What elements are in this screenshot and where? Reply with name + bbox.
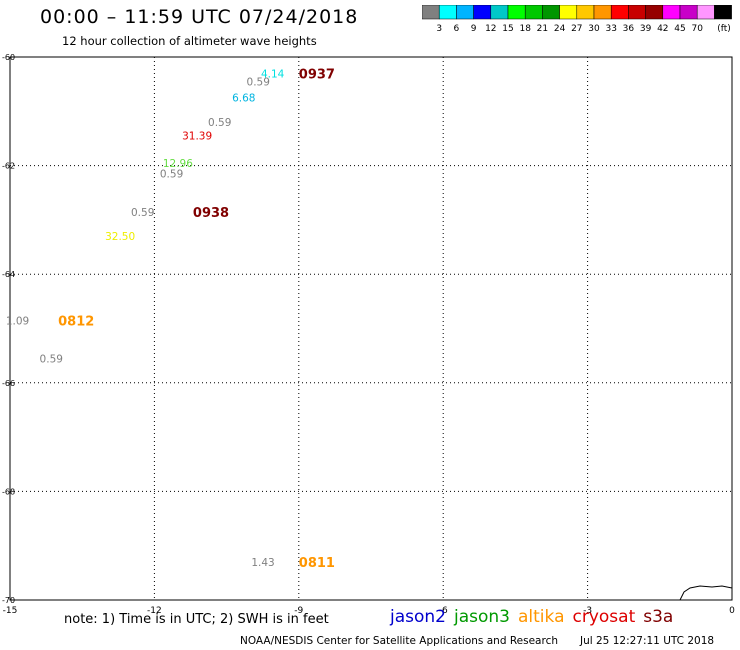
- longitude-tick-label: -15: [3, 606, 18, 616]
- swh-value-label: 32.50: [105, 231, 135, 243]
- colorbar-tick: 39: [640, 24, 652, 34]
- swh-value-label: 0.59: [247, 76, 270, 88]
- legend-jason2: jason2: [390, 607, 446, 627]
- legend-cryosat: cryosat: [572, 607, 636, 627]
- colorbar-cell: [714, 5, 732, 20]
- colorbar-unit: (ft): [717, 24, 731, 34]
- latitude-tick-label: -66: [2, 379, 15, 388]
- latitude-tick-label: -64: [2, 270, 15, 279]
- colorbar-tick: 33: [605, 24, 616, 34]
- swh-value-label: 0.59: [208, 117, 231, 129]
- longitude-tick-label: -6: [439, 606, 448, 616]
- colorbar-tick: 15: [502, 24, 513, 34]
- swh-colorbar: 3 6 9 12 15 18 21 24 27 30 33 36 39 42 45 70 (ft): [422, 5, 732, 34]
- coastline: [679, 585, 733, 601]
- satellite-legend: jason2 jason3 altika cryosat s3a: [390, 607, 681, 627]
- pass-time-label: 0938: [193, 206, 229, 221]
- colorbar-tick: 45: [674, 24, 685, 34]
- footer-note: note: 1) Time is in UTC; 2) SWH is in fe…: [64, 612, 329, 627]
- latitude-tick-label: -70: [2, 596, 15, 605]
- swh-value-label: 4.14: [261, 68, 285, 80]
- pass-time-label: 0812: [58, 314, 94, 329]
- colorbar-tick: 70: [691, 24, 703, 34]
- latitude-tick-label: -68: [2, 487, 15, 496]
- longitude-tick-label: -9: [294, 606, 303, 616]
- pass-time-label: 0811: [299, 556, 335, 571]
- map-subtitle: 12 hour collection of altimeter wave hei…: [62, 34, 317, 48]
- legend-jason3: jason3: [454, 607, 510, 627]
- legend-altika: altika: [518, 607, 565, 627]
- colorbar-tick: 30: [588, 24, 600, 34]
- colorbar-tick: 6: [454, 24, 460, 34]
- colorbar-tick: 12: [485, 24, 496, 34]
- swh-value-label: 6.68: [232, 93, 255, 105]
- map-frame: [9, 56, 733, 601]
- longitude-tick-label: -3: [583, 606, 592, 616]
- generated-timestamp: Jul 25 12:27:11 UTC 2018: [580, 635, 715, 647]
- colorbar-tick: 9: [471, 24, 477, 34]
- credit-text: NOAA/NESDIS Center for Satellite Applica…: [240, 635, 558, 647]
- swh-value-label: 0.59: [160, 169, 183, 181]
- colorbar-tick: 42: [657, 24, 668, 34]
- colorbar-tick: 21: [537, 24, 548, 34]
- latitude-tick-label: -60: [2, 53, 15, 62]
- colorbar-tick: 24: [554, 24, 566, 34]
- colorbar-tick: 36: [623, 24, 635, 34]
- swh-value-label: 0.59: [131, 207, 154, 219]
- latitude-tick-label: -62: [2, 162, 15, 171]
- swh-value-label: 31.39: [182, 131, 212, 143]
- legend-s3a: s3a: [643, 607, 674, 627]
- swh-value-label: 1.43: [251, 557, 274, 569]
- map-title: 00:00 – 11:59 UTC 07/24/2018: [40, 6, 359, 28]
- pass-time-label: 0937: [299, 67, 335, 82]
- colorbar-tick: 18: [519, 24, 531, 34]
- longitude-tick-label: -12: [147, 606, 162, 616]
- credit-line: NOAA/NESDIS Center for Satellite Applica…: [240, 635, 714, 647]
- swh-value-label: 1.09: [6, 315, 29, 327]
- swh-value-label: 0.59: [40, 353, 63, 365]
- swh-value-label: 12.96: [163, 158, 193, 170]
- colorbar-tick: 27: [571, 24, 582, 34]
- colorbar-tick: 3: [436, 24, 442, 34]
- longitude-tick-label: 0: [729, 606, 735, 616]
